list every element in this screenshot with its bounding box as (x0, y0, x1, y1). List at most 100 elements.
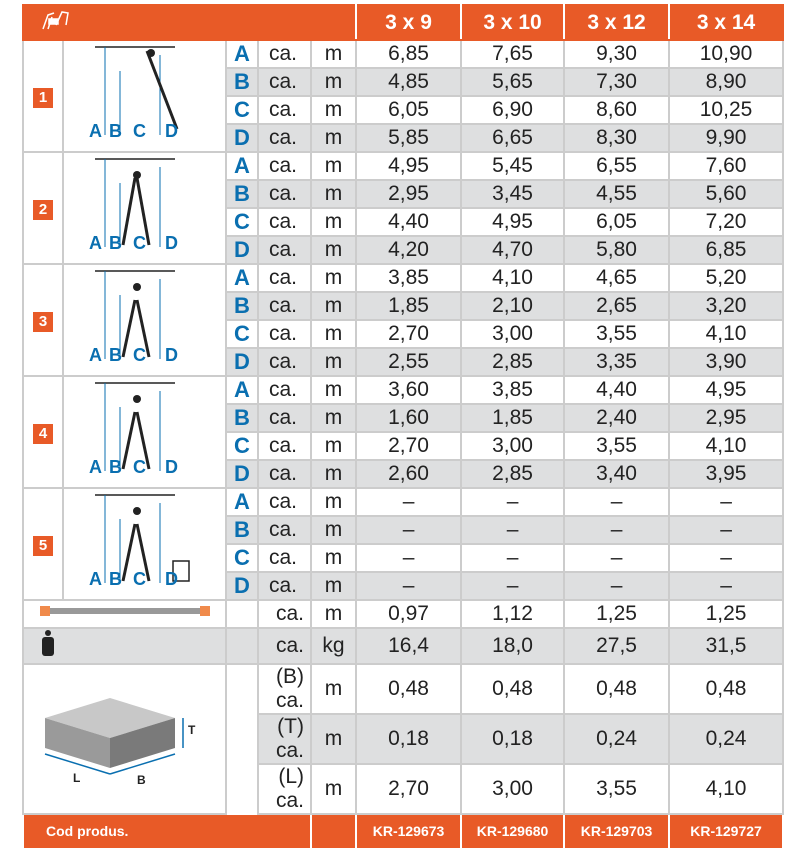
svg-text:A: A (89, 233, 102, 253)
value-cell: 1,85 (460, 403, 566, 433)
value-cell: – (668, 543, 785, 573)
value-cell: 8,30 (563, 123, 671, 153)
approx-label: (L) ca. (257, 762, 312, 815)
value-cell: 4,10 (668, 431, 785, 461)
weight-row: ca. kg 16,4 18,0 27,5 31,5 (22, 626, 785, 665)
svg-text:B: B (109, 569, 122, 589)
svg-text:D: D (165, 121, 178, 141)
svg-text:D: D (165, 457, 178, 477)
unit: m (309, 95, 358, 125)
package-row: (T) ca. m 0,18 0,18 0,24 0,24 (23, 712, 785, 765)
dimension-letter: A (225, 487, 259, 517)
approx-label: (B) ca. (257, 662, 312, 715)
value-cell: 2,70 (355, 431, 463, 461)
approx-label: ca. (257, 179, 312, 209)
value-cell: 2,95 (668, 403, 785, 433)
size-header: 3 x 14 (668, 4, 785, 41)
unit: m (309, 487, 358, 517)
ladder-length-icon (22, 599, 227, 629)
approx-label: ca. (257, 319, 312, 349)
approx-label: ca. (257, 39, 312, 69)
unit: m (309, 319, 358, 349)
approx-label: ca. (257, 291, 312, 321)
value-cell: 6,55 (563, 151, 671, 181)
unit: m (309, 571, 358, 601)
value-cell: – (460, 487, 566, 517)
svg-text:C: C (133, 457, 146, 477)
value-cell: 1,25 (668, 599, 785, 629)
unit: m (309, 123, 358, 153)
svg-text:B: B (109, 345, 122, 365)
size-header: 3 x 10 (460, 4, 566, 41)
svg-text:A: A (89, 121, 102, 141)
value-cell: 4,10 (668, 762, 785, 815)
value-cell: 4,10 (668, 319, 785, 349)
value-cell: – (563, 543, 671, 573)
value-cell: 5,65 (460, 67, 566, 97)
position-number: 4 (22, 375, 64, 489)
value-cell: 2,55 (355, 347, 463, 377)
value-cell: 3,90 (668, 347, 785, 377)
unit: m (309, 291, 358, 321)
svg-text:C: C (133, 569, 146, 589)
value-cell: 2,65 (563, 291, 671, 321)
position-number: 2 (22, 151, 64, 265)
approx-label: ca. (257, 459, 312, 489)
dimension-letter: D (225, 459, 259, 489)
value-cell: – (355, 543, 463, 573)
approx-label: (T) ca. (257, 712, 312, 765)
dimension-letter: C (225, 95, 259, 125)
value-cell: 3,45 (460, 179, 566, 209)
value-cell: 2,10 (460, 291, 566, 321)
value-cell: 0,97 (355, 599, 463, 629)
value-cell: – (460, 515, 566, 545)
svg-text:B: B (137, 773, 146, 784)
dimension-letter: B (225, 403, 259, 433)
value-cell: – (563, 487, 671, 517)
value-cell: 10,90 (668, 39, 785, 69)
value-cell: 3,40 (563, 459, 671, 489)
size-header: 3 x 9 (355, 4, 463, 41)
approx-label: ca. (257, 235, 312, 265)
approx-label: ca. (257, 347, 312, 377)
approx-label: ca. (257, 487, 312, 517)
value-cell: 0,18 (355, 712, 463, 765)
position-badge: 2 (33, 200, 53, 220)
product-code: KR-129680 (460, 812, 566, 850)
unit: m (309, 662, 358, 715)
value-cell: 31,5 (668, 626, 785, 665)
unit: m (309, 39, 358, 69)
value-cell: 2,95 (355, 179, 463, 209)
dimension-letter: B (225, 67, 259, 97)
dimension-letter: C (225, 319, 259, 349)
product-code: KR-129703 (563, 812, 671, 850)
value-cell: 5,85 (355, 123, 463, 153)
dimension-letter: A (225, 39, 259, 69)
svg-text:B: B (109, 121, 122, 141)
approx-label: ca. (257, 375, 312, 405)
unit: m (309, 712, 358, 765)
svg-text:A: A (89, 457, 102, 477)
position-number: 5 (22, 487, 64, 601)
value-cell: 8,90 (668, 67, 785, 97)
value-cell: 7,20 (668, 207, 785, 237)
value-cell: – (668, 515, 785, 545)
value-cell: 4,95 (668, 375, 785, 405)
value-cell: – (355, 487, 463, 517)
dimension-letter: D (225, 571, 259, 601)
unit: m (309, 67, 358, 97)
unit: m (309, 347, 358, 377)
value-cell: 6,05 (355, 95, 463, 125)
